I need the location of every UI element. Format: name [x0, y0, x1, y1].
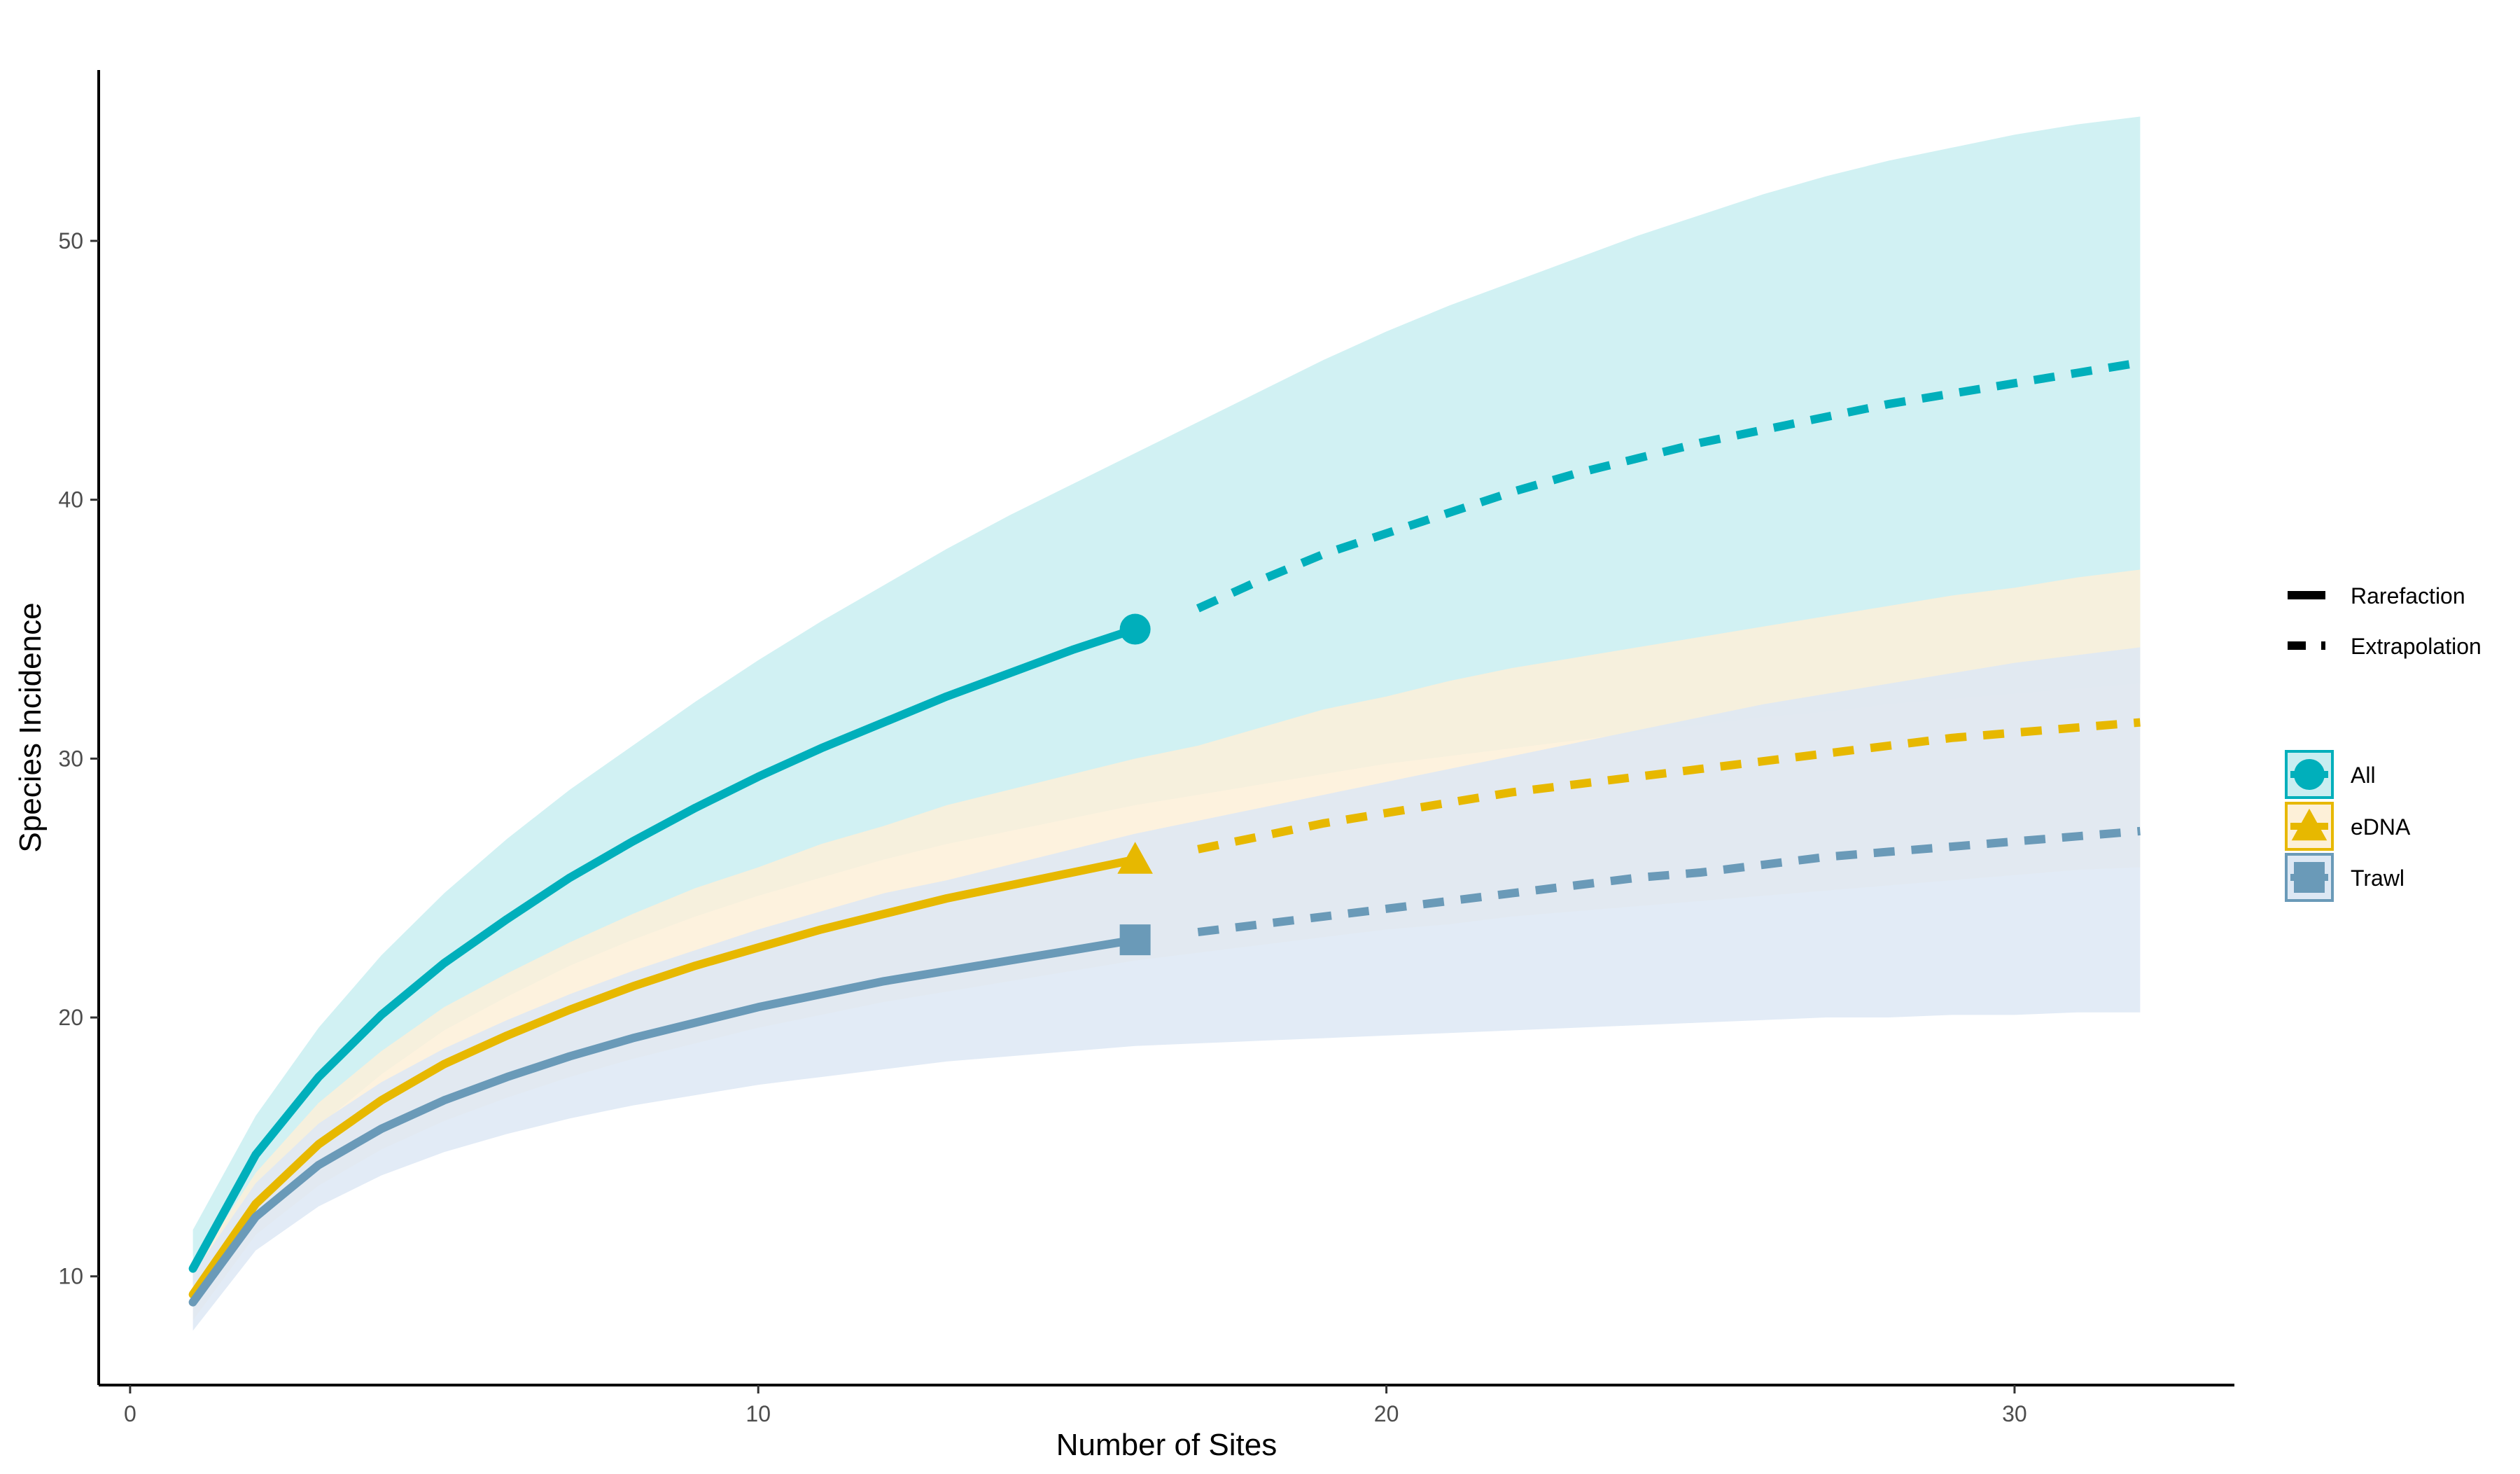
band-all — [192, 116, 2141, 1308]
legend-linetype-label-extrapolation: Extrapolation — [2351, 634, 2482, 659]
y-tick-label: 20 — [58, 1005, 83, 1030]
observed-marker-edna — [1117, 842, 1153, 874]
y-axis-label: Species Incidence — [13, 602, 48, 852]
legend-label-trawl: Trawl — [2351, 865, 2404, 891]
legend-linetype-label-rarefaction: Rarefaction — [2351, 583, 2465, 609]
series-lines — [188, 358, 2141, 1307]
x-tick-label: 0 — [124, 1401, 136, 1426]
y-tick-label: 50 — [58, 228, 83, 253]
extrapolation-line-all — [1196, 358, 2141, 613]
y-tick-label: 40 — [58, 487, 83, 513]
legend-groups: All eDNA Trawl — [2285, 750, 2411, 902]
extrapolation-line-trawl — [1197, 826, 2141, 937]
extrapolation-line-edna — [1197, 718, 2141, 854]
legend-label-all: All — [2351, 763, 2376, 788]
observed-marker-trawl — [1119, 924, 1151, 956]
legend-key-marker-edna — [2291, 808, 2328, 841]
rarefaction-line-all — [188, 625, 1140, 1273]
x-tick-label: 30 — [2002, 1401, 2027, 1426]
legend-key-marker-all — [2294, 759, 2325, 790]
observed-markers — [1117, 613, 1153, 956]
x-tick-label: 20 — [1374, 1401, 1399, 1426]
legend-key-marker-trawl — [2294, 862, 2325, 893]
x-axis-ticks: 0 10 20 30 — [124, 1385, 2027, 1426]
x-axis-label: Number of Sites — [1056, 1428, 1277, 1462]
band-trawl — [192, 647, 2141, 1331]
axes: 0 10 20 30 10 20 30 40 50 Number of Sites Speci… — [13, 70, 2234, 1462]
rarefaction-line-edna — [188, 855, 1140, 1299]
legend-linetype: Rarefaction Extrapolation — [2288, 583, 2482, 659]
rarefaction-line-trawl — [188, 936, 1140, 1307]
observed-marker-all — [1119, 613, 1151, 645]
x-tick-label: 10 — [746, 1401, 771, 1426]
confidence-bands — [192, 116, 2141, 1331]
y-axis-ticks: 10 20 30 40 50 — [58, 228, 99, 1289]
legend-label-edna: eDNA — [2351, 814, 2411, 840]
y-tick-label: 10 — [58, 1264, 83, 1289]
y-tick-label: 30 — [58, 746, 83, 771]
